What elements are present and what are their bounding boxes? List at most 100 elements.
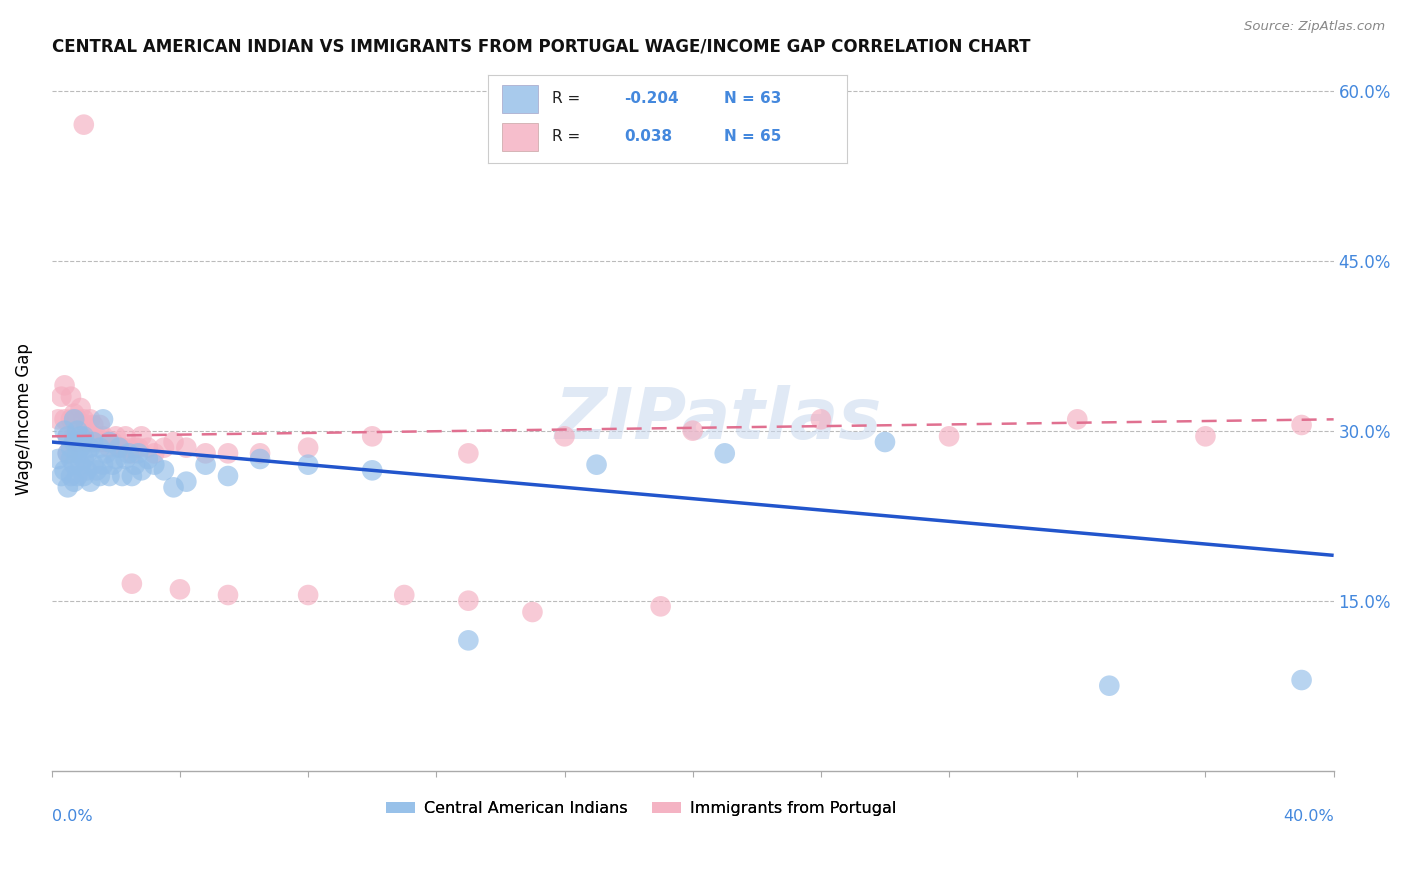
Point	[56, 446, 79, 460]
Point	[59, 469, 82, 483]
Point	[713, 446, 735, 460]
Point	[73, 469, 96, 483]
Point	[79, 475, 101, 489]
Point	[66, 435, 89, 450]
Point	[91, 412, 114, 426]
Point	[194, 458, 217, 472]
Point	[297, 588, 319, 602]
Point	[249, 446, 271, 460]
Point	[89, 435, 111, 450]
Point	[810, 412, 832, 426]
Point	[136, 441, 159, 455]
Point	[66, 469, 89, 483]
Point	[79, 429, 101, 443]
Point	[53, 463, 76, 477]
Point	[63, 475, 86, 489]
Point	[297, 458, 319, 472]
Point	[91, 458, 114, 472]
Point	[457, 593, 479, 607]
Point	[89, 417, 111, 432]
Point	[1098, 679, 1121, 693]
Point	[63, 458, 86, 472]
Point	[114, 429, 136, 443]
Point	[76, 417, 98, 432]
Point	[111, 469, 134, 483]
Point	[96, 446, 118, 460]
Point	[457, 633, 479, 648]
Point	[361, 463, 384, 477]
Y-axis label: Wage/Income Gap: Wage/Income Gap	[15, 343, 32, 495]
Point	[59, 390, 82, 404]
Point	[69, 441, 91, 455]
Point	[162, 480, 184, 494]
Point	[53, 412, 76, 426]
Point	[63, 407, 86, 421]
Point	[131, 429, 153, 443]
Point	[91, 429, 114, 443]
Text: 40.0%: 40.0%	[1282, 809, 1334, 824]
Point	[217, 588, 239, 602]
Point	[176, 475, 198, 489]
Point	[217, 446, 239, 460]
Point	[118, 441, 141, 455]
Point	[76, 446, 98, 460]
Point	[522, 605, 544, 619]
Point	[69, 429, 91, 443]
Point	[153, 441, 176, 455]
Point	[46, 452, 69, 467]
Point	[104, 452, 127, 467]
Point	[82, 417, 104, 432]
Point	[104, 429, 127, 443]
Point	[69, 401, 91, 415]
Point	[153, 463, 176, 477]
Point	[118, 446, 141, 460]
Point	[1291, 417, 1313, 432]
Point	[194, 446, 217, 460]
Point	[162, 435, 184, 450]
Point	[82, 458, 104, 472]
Point	[176, 441, 198, 455]
Point	[585, 458, 607, 472]
Point	[101, 458, 124, 472]
Point	[457, 446, 479, 460]
Point	[96, 435, 118, 450]
Text: CENTRAL AMERICAN INDIAN VS IMMIGRANTS FROM PORTUGAL WAGE/INCOME GAP CORRELATION : CENTRAL AMERICAN INDIAN VS IMMIGRANTS FR…	[52, 37, 1031, 55]
Point	[73, 429, 96, 443]
Point	[124, 458, 146, 472]
Point	[76, 463, 98, 477]
Point	[56, 480, 79, 494]
Point	[66, 412, 89, 426]
Point	[108, 441, 131, 455]
Point	[59, 452, 82, 467]
Text: 0.0%: 0.0%	[52, 809, 93, 824]
Point	[82, 435, 104, 450]
Point	[127, 446, 149, 460]
Point	[73, 452, 96, 467]
Point	[1194, 429, 1216, 443]
Point	[682, 424, 704, 438]
Point	[51, 390, 73, 404]
Point	[553, 429, 575, 443]
Point	[56, 446, 79, 460]
Point	[56, 429, 79, 443]
Point	[1291, 673, 1313, 687]
Legend: Central American Indians, Immigrants from Portugal: Central American Indians, Immigrants fro…	[380, 795, 903, 822]
Point	[873, 435, 896, 450]
Text: ZIPatlas: ZIPatlas	[554, 384, 882, 454]
Point	[217, 469, 239, 483]
Point	[51, 469, 73, 483]
Point	[98, 441, 121, 455]
Point	[69, 424, 91, 438]
Point	[121, 576, 143, 591]
Point	[63, 412, 86, 426]
Point	[59, 441, 82, 455]
Point	[79, 412, 101, 426]
Point	[361, 429, 384, 443]
Point	[136, 452, 159, 467]
Point	[79, 441, 101, 455]
Point	[143, 458, 166, 472]
Point	[76, 435, 98, 450]
Point	[108, 441, 131, 455]
Point	[73, 412, 96, 426]
Point	[73, 429, 96, 443]
